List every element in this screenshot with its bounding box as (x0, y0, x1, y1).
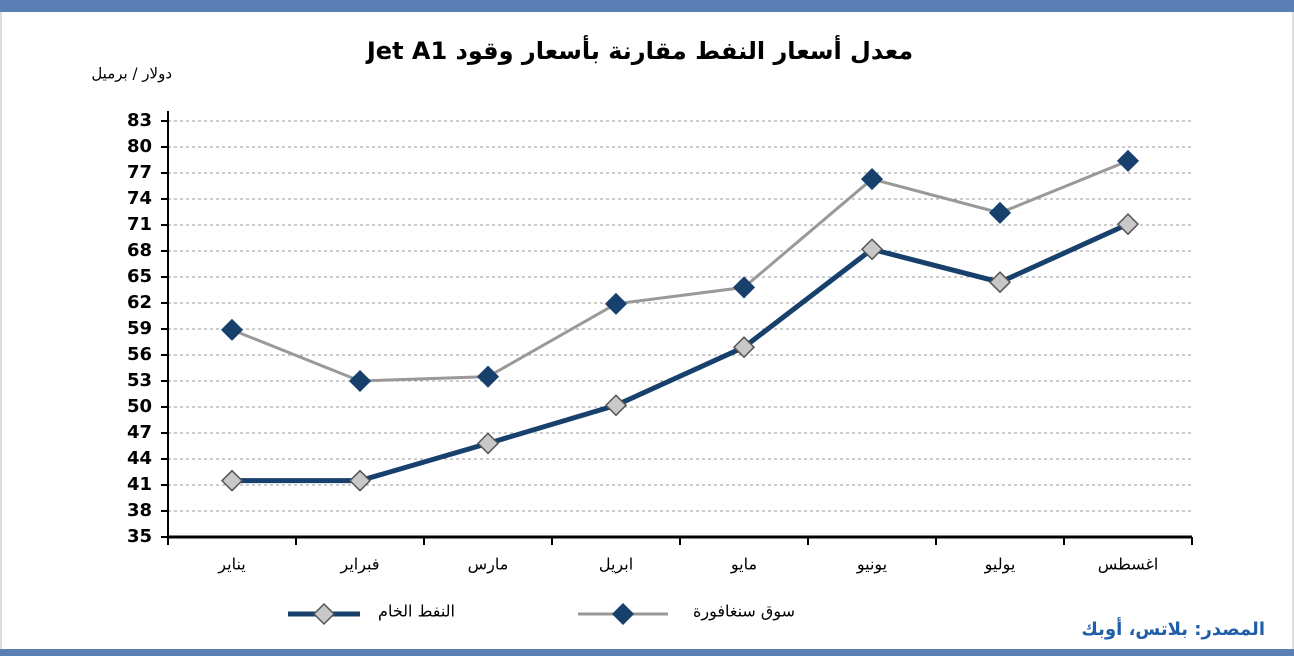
x-tick-label: يوليو (984, 555, 1016, 575)
marker (860, 168, 884, 191)
y-tick-label: 83 (127, 110, 152, 131)
marker (988, 201, 1012, 224)
chart-title: معدل أسعار النفط مقارنة بأسعار وقود Jet … (365, 35, 913, 65)
marker (476, 365, 500, 388)
source: المصدر: بلاتس، أوبك (1081, 617, 1265, 640)
x-tick-label: ابريل (599, 555, 633, 575)
marker (476, 432, 500, 455)
y-tick-label: 68 (127, 240, 152, 261)
y-tick-label: 35 (127, 526, 152, 547)
marker (1116, 213, 1140, 236)
marker (988, 271, 1012, 294)
y-tick-label: 50 (127, 396, 152, 417)
y-tick-label: 56 (127, 344, 152, 365)
marker (732, 276, 756, 299)
y-tick-label: 65 (127, 266, 152, 287)
legend-marker (312, 602, 336, 626)
x-tick-label: فبراير (339, 555, 379, 575)
x-tick-label: يناير (217, 555, 245, 575)
y-tick-label: 38 (127, 500, 152, 521)
legend-marker (611, 602, 635, 626)
marker (220, 469, 244, 492)
y-tick-label: 44 (127, 448, 152, 469)
marker (732, 336, 756, 359)
legend-label: سوق سنغافورة (693, 602, 795, 622)
marker (348, 369, 372, 393)
y-axis-label: دولار / برميل (91, 65, 172, 83)
x-tick-label: مايو (730, 555, 757, 575)
y-tick-label: 62 (127, 292, 152, 313)
series-line (232, 221, 1130, 484)
y-tick-label: 77 (127, 162, 152, 183)
y-tick-label: 41 (127, 474, 152, 495)
top-bar (0, 0, 1294, 12)
marker (220, 318, 244, 341)
y-tick-label: 53 (127, 370, 152, 391)
marker (1116, 149, 1140, 172)
marker (604, 394, 628, 417)
marker (604, 292, 628, 315)
bottom-bar (0, 649, 1294, 656)
y-tick-label: 80 (127, 136, 152, 157)
x-tick-label: اغسطس (1098, 555, 1159, 575)
y-tick-label: 47 (127, 422, 152, 443)
legend-label: النفط الخام (378, 602, 455, 621)
series-line (231, 159, 1129, 383)
y-tick-label: 59 (127, 318, 152, 339)
marker (348, 469, 372, 492)
y-tick-label: 74 (127, 188, 152, 209)
y-tick-label: 71 (127, 214, 152, 235)
x-tick-label: مارس (468, 555, 509, 575)
x-tick-label: يونيو (856, 555, 887, 575)
marker (860, 238, 884, 261)
